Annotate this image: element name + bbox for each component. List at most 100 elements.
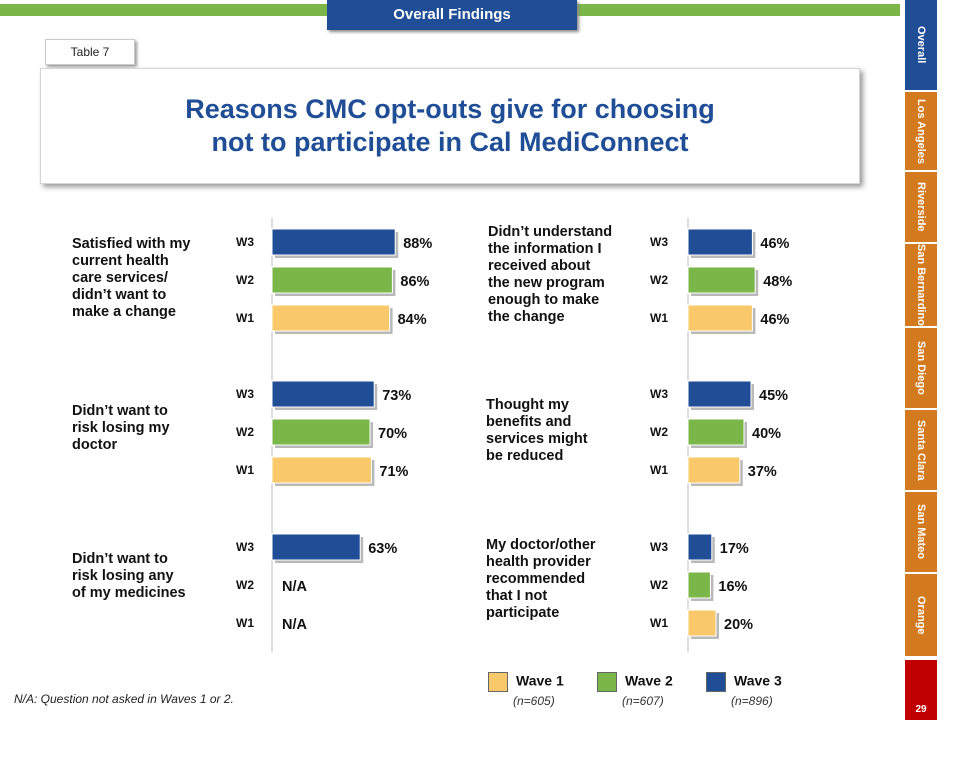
wave-label: W3: [236, 387, 254, 401]
legend-swatch-wave3: [706, 672, 726, 692]
value-label: 16%: [718, 579, 747, 595]
value-label: 37%: [748, 464, 777, 480]
value-label: 46%: [760, 236, 789, 252]
question-label-line: current health: [72, 253, 169, 269]
question-label: Didn’t want to risk losing any of my medic…: [72, 551, 186, 602]
question-label-line: didn’t want to: [72, 287, 167, 303]
question-label-line: services might: [486, 431, 588, 447]
value-label: 88%: [403, 236, 432, 252]
nav-tab-label: Los Angeles: [915, 98, 927, 164]
legend-label-wave3: Wave 3: [734, 672, 782, 689]
table-label: Table 7: [45, 39, 135, 65]
legend-label-wave2: Wave 2: [625, 672, 673, 689]
wave-label: W3: [650, 540, 668, 554]
page-number: 29: [905, 660, 937, 720]
title-line-1: Reasons CMC opt-outs give for choosing: [185, 94, 715, 124]
value-label: 20%: [724, 617, 753, 633]
question-label-line: be reduced: [486, 448, 564, 464]
bar: [271, 418, 371, 446]
wave-label: W3: [236, 235, 254, 249]
nav-tab-santa-clara[interactable]: Santa Clara: [905, 410, 937, 490]
question-label-line: Satisfied with my: [72, 236, 191, 252]
nav-tab-los-angeles[interactable]: Los Angeles: [905, 92, 937, 170]
nav-tab-san-diego[interactable]: San Diego: [905, 328, 937, 408]
bar: [687, 533, 713, 561]
nav-tab-san-bernardino[interactable]: San Bernardino: [905, 244, 937, 326]
question-label-line: Didn’t want to: [72, 551, 168, 567]
bar: [271, 380, 375, 408]
nav-tab-orange[interactable]: Orange: [905, 574, 937, 656]
value-label: 17%: [720, 541, 749, 557]
legend-label-wave1: Wave 1: [516, 672, 564, 689]
value-label: 84%: [398, 312, 427, 328]
legend-n-wave3: (n=896): [731, 694, 773, 708]
wave-label: W3: [650, 387, 668, 401]
question-label-line: make a change: [72, 304, 176, 320]
bar: [687, 609, 717, 637]
value-label: 46%: [760, 312, 789, 328]
page-title: Reasons CMC opt-outs give for choosing n…: [41, 93, 859, 159]
na-label: N/A: [282, 617, 308, 633]
nav-tab-overall[interactable]: Overall: [905, 0, 937, 90]
question-label: Didn’t want to risk losing my doctor: [72, 403, 170, 454]
value-label: 70%: [378, 426, 407, 442]
nav-tab-label: Riverside: [915, 182, 927, 232]
bar: [687, 418, 745, 446]
wave-label: W3: [236, 540, 254, 554]
value-label: 40%: [752, 426, 781, 442]
question-label-line: doctor: [72, 437, 118, 453]
bar: [687, 571, 711, 599]
question-label-line: benefits and: [486, 414, 572, 430]
nav-tab-riverside[interactable]: Riverside: [905, 172, 937, 242]
bar: [271, 228, 396, 256]
wave-label: W1: [650, 616, 668, 630]
section-tab: Overall Findings: [327, 0, 577, 30]
legend-wave3: Wave 3: [706, 672, 782, 692]
nav-tab-label: Santa Clara: [915, 419, 927, 481]
wave-label: W2: [650, 273, 668, 287]
question-label-line: enough to make: [488, 292, 600, 308]
value-label: 48%: [763, 274, 792, 290]
nav-tab-label: Overall: [915, 26, 927, 64]
wave-label: W2: [236, 273, 254, 287]
nav-tab-label: San Bernardino: [915, 244, 927, 326]
bar: [687, 380, 752, 408]
legend-n-wave2: (n=607): [622, 694, 664, 708]
bar: [687, 266, 756, 294]
legend-n-wave1: (n=605): [513, 694, 555, 708]
value-label: 45%: [759, 388, 788, 404]
bar: [687, 456, 741, 484]
question-label-line: participate: [486, 605, 560, 621]
question-label-line: Thought my: [486, 397, 569, 413]
wave-label: W1: [236, 311, 254, 325]
wave-label: W1: [236, 616, 254, 630]
title-box: Reasons CMC opt-outs give for choosing n…: [40, 68, 860, 184]
nav-tab-san-mateo[interactable]: San Mateo: [905, 492, 937, 572]
question-label-line: the new program: [488, 275, 605, 291]
na-label: N/A: [282, 579, 308, 595]
question-label-line: care services/: [72, 270, 168, 286]
bar-chart: W3 88% W2 86% W1 84% W3 73% W2 70% W1 71% W3 63% W2 N/A…: [236, 218, 792, 652]
question-label-line: that I not: [486, 588, 548, 604]
nav-tab-label: Orange: [915, 595, 927, 635]
wave-label: W3: [650, 235, 668, 249]
value-label: 63%: [368, 541, 397, 557]
value-label: 73%: [382, 388, 411, 404]
question-label-line: the information I: [488, 241, 602, 257]
wave-label: W1: [650, 463, 668, 477]
wave-label: W1: [650, 311, 668, 325]
bar: [271, 304, 391, 332]
wave-label: W2: [650, 578, 668, 592]
bar: [271, 266, 393, 294]
question-label-line: risk losing any: [72, 568, 174, 584]
question-label-line: Didn’t understand: [488, 224, 613, 240]
question-label: My doctor/other health provider recommende…: [486, 537, 596, 622]
question-label-line: health provider: [486, 554, 591, 570]
question-label: Thought my benefits and services might be r…: [486, 397, 588, 465]
wave-label: W2: [650, 425, 668, 439]
value-label: 71%: [379, 464, 408, 480]
bar: [271, 456, 372, 484]
bar: [271, 533, 361, 561]
question-label-line: received about: [488, 258, 591, 274]
